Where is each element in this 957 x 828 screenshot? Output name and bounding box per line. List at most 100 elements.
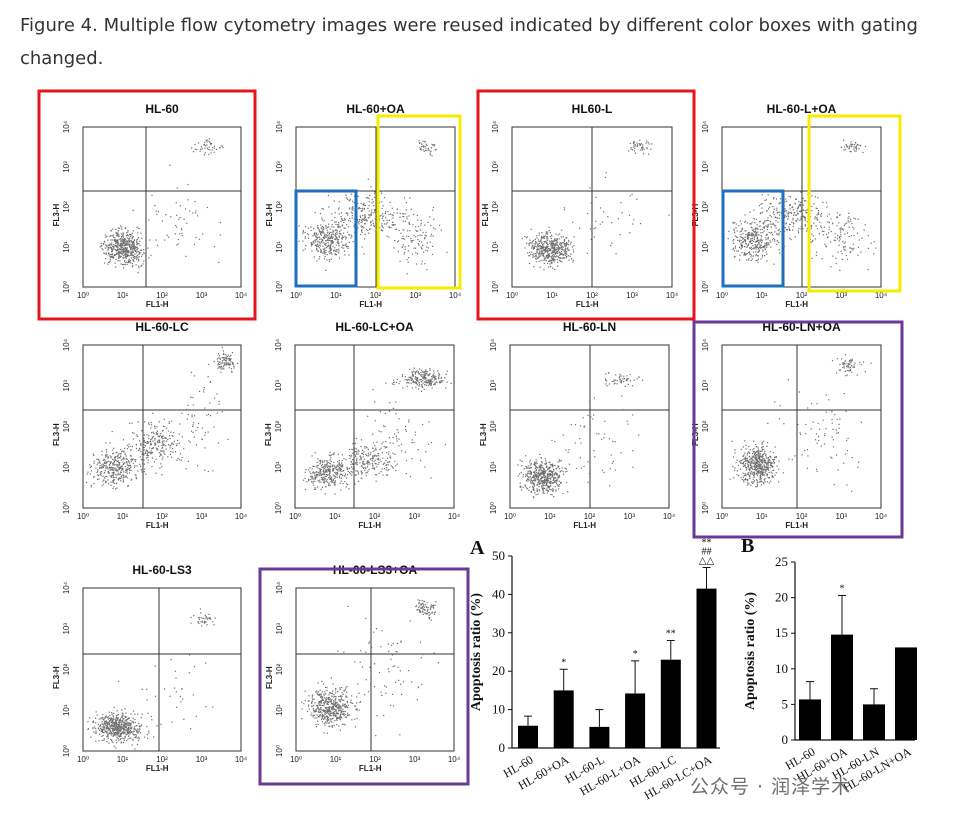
- y-axis-label: Apoptosis ratio (%): [469, 593, 484, 712]
- x-tick-label: 10¹: [117, 755, 129, 764]
- x-axis-label: FL1-H: [576, 300, 599, 309]
- x-axis-label: FL1-H: [146, 764, 169, 773]
- y-tick-label: 10¹: [701, 241, 710, 253]
- significance-mark: **: [702, 538, 712, 549]
- significance-mark: *: [561, 657, 566, 668]
- x-axis-label: FL1-H: [359, 764, 382, 773]
- plot-frame: [82, 587, 242, 752]
- x-axis-label: FL1-H: [785, 521, 808, 530]
- y-tick-label: 20: [775, 590, 788, 605]
- flow-panel: HL-60-LS3 10⁰ 10¹ 10² 10³ 10⁴ 10⁰ 10¹ 10² 10³ 10⁴ F…: [52, 563, 248, 773]
- y-tick-label: 10³: [701, 380, 710, 392]
- bar: [895, 647, 917, 740]
- scatter-points: [298, 140, 448, 275]
- y-tick-label: 10⁴: [274, 338, 283, 351]
- y-tick-label: 20: [492, 663, 505, 678]
- x-axis-label: FL1-H: [359, 300, 382, 309]
- bar: [518, 725, 538, 748]
- x-tick-label: 10⁴: [448, 755, 461, 764]
- x-tick-label: 10²: [370, 291, 382, 300]
- x-tick-label: 10⁴: [449, 291, 462, 300]
- x-tick-label: 10³: [409, 755, 421, 764]
- x-axis-label: FL1-H: [146, 300, 169, 309]
- y-tick-label: 10³: [489, 380, 498, 392]
- y-tick-label: 10³: [62, 380, 71, 392]
- x-tick-label: 10⁴: [666, 291, 679, 300]
- y-tick-label: 10³: [491, 161, 500, 173]
- x-tick-label: 10¹: [756, 291, 768, 300]
- x-tick-label: 10⁰: [504, 512, 516, 521]
- y-tick-label: 10⁴: [491, 120, 500, 133]
- flow-panel: HL-60-LN 10⁰ 10¹ 10² 10³ 10⁴ 10⁰ 10¹ 10² 10³ 10⁴ FL…: [479, 320, 676, 530]
- x-tick-label: 10¹: [544, 512, 556, 521]
- y-tick-label: 10⁴: [489, 338, 498, 351]
- y-tick-label: 10¹: [62, 704, 71, 716]
- y-axis-label: FL3-H: [52, 203, 61, 226]
- bar: [625, 693, 646, 748]
- purple-highlight-box-hl-60-ln-oa: [692, 320, 904, 539]
- x-tick-label: 10²: [156, 512, 168, 521]
- y-tick-label: 10¹: [62, 461, 71, 473]
- x-tick-label: 10³: [196, 512, 208, 521]
- chart-panel-label: B: [741, 535, 754, 557]
- y-tick-label: 10: [775, 661, 788, 676]
- y-tick-label: 10²: [489, 420, 498, 432]
- x-tick-label: 10⁰: [290, 755, 302, 764]
- x-tick-label: 10³: [196, 755, 208, 764]
- scatter-points: [99, 138, 224, 274]
- bar: [553, 690, 574, 748]
- panel-title: HL-60: [145, 102, 179, 116]
- x-tick-label: 10⁰: [289, 512, 301, 521]
- x-tick-label: 10¹: [117, 291, 129, 300]
- y-tick-label: 10¹: [491, 241, 500, 253]
- red-highlight-box-hl-60: [37, 89, 257, 321]
- y-tick-label: 10⁰: [701, 281, 710, 293]
- y-tick-label: 10⁰: [62, 502, 71, 514]
- x-tick-label: 10¹: [756, 512, 768, 521]
- x-tick-label: 10⁰: [716, 512, 728, 521]
- bar: [696, 588, 717, 748]
- y-tick-label: 40: [492, 586, 505, 601]
- x-tick-label: 10³: [623, 512, 635, 521]
- scatter-points: [87, 608, 216, 750]
- x-axis-label: FL1-H: [573, 521, 596, 530]
- x-tick-label: 10⁴: [235, 291, 248, 300]
- y-tick-label: 10²: [274, 420, 283, 432]
- y-tick-label: 10⁴: [62, 120, 71, 133]
- bar: [831, 634, 853, 740]
- y-tick-label: 10²: [491, 201, 500, 213]
- y-tick-label: 15: [775, 625, 788, 640]
- y-tick-label: 10²: [701, 420, 710, 432]
- x-tick-label: 10³: [196, 291, 208, 300]
- y-axis-label: FL3-H: [481, 203, 490, 226]
- panel-title: HL60-L: [572, 102, 613, 116]
- wechat-watermark: 公众号 · 润泽学术: [690, 776, 852, 798]
- x-tick-label: 10²: [369, 512, 381, 521]
- y-tick-label: 10²: [275, 201, 284, 213]
- y-axis-label: FL3-H: [265, 666, 274, 689]
- x-tick-label: 10²: [796, 512, 808, 521]
- x-axis-label: FL1-H: [358, 521, 381, 530]
- x-tick-label: 10¹: [330, 755, 342, 764]
- scatter-points: [301, 599, 439, 737]
- x-tick-label: 10³: [835, 291, 847, 300]
- y-tick-label: 10⁰: [62, 281, 71, 293]
- y-tick-label: 10⁰: [62, 745, 71, 757]
- purple-highlight-box-hl-60-ls3-oa: [258, 567, 470, 786]
- bar: [589, 726, 610, 748]
- x-tick-label: 10³: [626, 291, 638, 300]
- y-tick-label: 10¹: [701, 461, 710, 473]
- x-tick-label: 10⁴: [875, 512, 888, 521]
- panel-title: HL-60-L+OA: [767, 102, 837, 116]
- flow-panel: HL-60-LC 10⁰ 10¹ 10² 10³ 10⁴ 10⁰ 10¹ 10² 10³ 10⁴ FL…: [52, 320, 248, 530]
- x-tick-label: 10²: [584, 512, 596, 521]
- x-axis-label: FL1-H: [146, 521, 169, 530]
- y-tick-label: 10¹: [275, 704, 284, 716]
- panel-title: HL-60-LS3: [132, 563, 192, 577]
- red-highlight-box-hl60-l: [476, 89, 696, 321]
- x-tick-label: 10⁰: [77, 291, 89, 300]
- plot-frame: [82, 344, 242, 509]
- x-tick-label: 10⁴: [448, 512, 461, 521]
